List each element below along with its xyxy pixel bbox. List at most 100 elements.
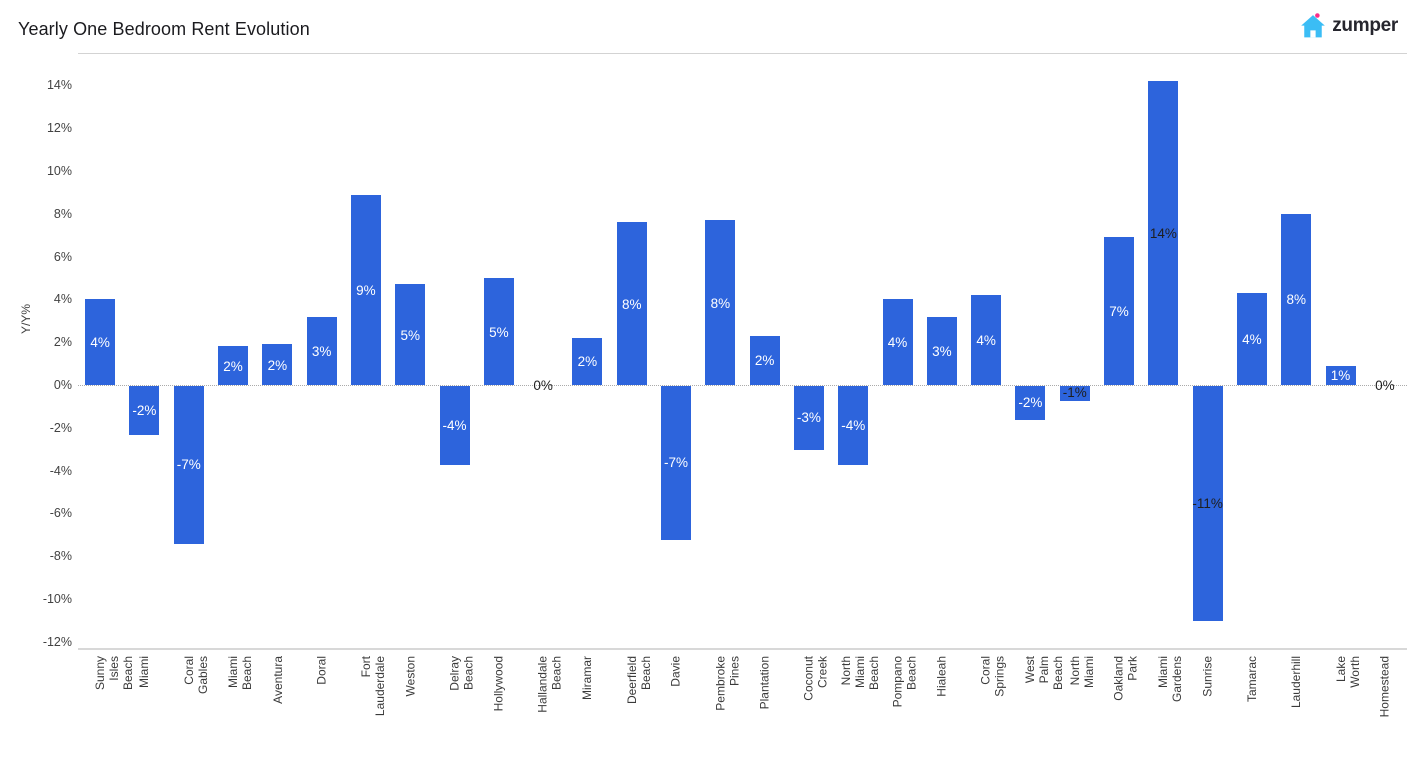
bar-doral[interactable] (306, 316, 337, 385)
bar-aventura[interactable] (262, 344, 293, 385)
x-axis-label-text: Plantation (757, 656, 772, 710)
bar-oakland-park[interactable] (1104, 237, 1135, 385)
bar-value-label: -7% (176, 457, 201, 473)
x-axis-label-text: Hollywood (491, 656, 506, 712)
x-axis-label-text: Doral (314, 656, 329, 685)
bar-tamarac[interactable] (1236, 292, 1267, 385)
bar-value-label: 5% (400, 327, 420, 343)
bar-miami[interactable] (129, 386, 160, 436)
bar-value-label: 7% (1109, 304, 1129, 320)
bar-hollywood[interactable] (483, 278, 514, 385)
y-axis-tick-label: 2% (53, 335, 72, 350)
bar-delray-beach[interactable] (439, 386, 470, 466)
bar-value-label: 2% (577, 354, 598, 370)
bar-fort-lauderdale[interactable] (350, 194, 381, 385)
bar-hialeah[interactable] (926, 316, 957, 385)
y-axis-tick-label: -2% (49, 420, 72, 435)
bar-value-label: 0% (1375, 378, 1395, 393)
bar-coral-gables[interactable] (173, 386, 204, 545)
bar-miami-gardens[interactable] (1148, 81, 1179, 385)
x-axis-label-text: Sunrise (1200, 656, 1215, 697)
house-icon (1299, 12, 1327, 40)
bar-value-label: 8% (1286, 292, 1306, 308)
bar-lauderhill[interactable] (1281, 213, 1312, 385)
bar-value-label: -7% (664, 455, 689, 471)
bar-value-label: -4% (841, 417, 866, 433)
bar-value-label: 3% (311, 343, 332, 359)
zumper-logo: zumper (1299, 12, 1398, 40)
x-axis-label-text: Deerfield Beach (624, 656, 653, 705)
x-axis-label-text: Weston (403, 656, 418, 697)
bar-sunrise[interactable] (1192, 386, 1223, 622)
bar-value-label: 9% (356, 282, 376, 298)
x-axis-label-text: North Miami (1067, 656, 1096, 688)
bar-value-label: 0% (533, 378, 553, 393)
x-axis-label-text: Coral Springs (979, 656, 1008, 697)
bar-value-label: 4% (1242, 331, 1262, 347)
x-axis-label-text: Tamarac (1244, 656, 1259, 703)
x-axis-line (78, 648, 1407, 650)
bar-pembroke-pines[interactable] (705, 220, 736, 385)
x-axis-label-text: Davie (669, 656, 684, 687)
header-divider (78, 53, 1407, 54)
bar-value-label: 8% (621, 296, 642, 312)
y-axis-tick-label: 12% (46, 121, 72, 136)
bar-value-label: 3% (932, 343, 952, 359)
y-axis-tick-label: -8% (49, 549, 72, 564)
x-axis-label-text: Lake Worth (1333, 656, 1362, 688)
x-axis-label-text: Coral Gables (181, 655, 210, 695)
x-axis-label-text: Homestead (1377, 656, 1392, 718)
y-axis-tick-label: -6% (49, 506, 72, 521)
bar-value-label: -4% (442, 417, 467, 433)
brand-name: zumper (1332, 15, 1398, 36)
bar-value-label: 2% (223, 358, 243, 374)
bar-value-label: 1% (1330, 368, 1351, 384)
x-axis-label-text: Miami (137, 656, 152, 688)
x-axis-label-text: Hallandale Beach (536, 656, 565, 713)
y-axis-tick-label: -10% (42, 592, 72, 606)
bar-pompano-beach[interactable] (882, 299, 913, 385)
y-axis-tick-label: -4% (49, 463, 72, 478)
bar-plantation[interactable] (749, 335, 780, 385)
x-axis-label-text: Lauderhill (1289, 656, 1304, 709)
bar-west-palm-beach[interactable] (1015, 386, 1046, 421)
y-axis-tick-label: 6% (53, 249, 72, 264)
bar-value-label: 14% (1149, 226, 1177, 242)
bar-north-miami[interactable] (1059, 386, 1090, 401)
bar-value-label: 4% (90, 335, 110, 351)
bar-value-label: -1% (1062, 385, 1087, 401)
bar-sunny-isles-beach[interactable] (85, 299, 116, 385)
y-axis-tick-label: 8% (53, 206, 72, 221)
bar-value-label: 4% (887, 335, 908, 351)
bar-weston[interactable] (395, 284, 426, 385)
bar-miami-beach[interactable] (218, 346, 249, 385)
y-axis-tick-label: 14% (46, 78, 72, 93)
x-axis-label-text: Coconut Creek (801, 656, 830, 701)
x-axis-label-text: West Palm Beach (1023, 656, 1066, 691)
x-axis-label-text: Fort Lauderdale (358, 656, 387, 717)
bar-lake-worth[interactable] (1325, 365, 1356, 385)
zero-gridline (78, 385, 1407, 386)
x-axis-label-text: Aventura (270, 656, 285, 704)
bar-deerfield-beach[interactable] (616, 222, 647, 385)
bar-north-miami-beach[interactable] (838, 386, 869, 466)
bar-value-label: 4% (976, 333, 996, 349)
bar-value-label: 2% (267, 357, 288, 373)
bar-coral-springs[interactable] (971, 295, 1002, 385)
bar-coconut-creek[interactable] (793, 386, 824, 451)
bar-miramar[interactable] (572, 337, 603, 385)
y-axis-tick-label: 0% (53, 378, 72, 392)
x-axis-label-text: Miami Beach (226, 655, 255, 691)
bar-value-label: -3% (796, 410, 821, 426)
x-axis-label-text: Hialeah (934, 656, 949, 697)
page-title: Yearly One Bedroom Rent Evolution (18, 19, 310, 39)
bar-value-label: -2% (1018, 395, 1043, 411)
x-axis-label-text: Sunny Isles Beach (93, 656, 136, 691)
bar-davie[interactable] (661, 386, 692, 541)
x-axis-label-text: Miramar (580, 656, 595, 700)
x-axis-label-text: Oakland Park (1112, 656, 1141, 701)
x-axis-label-text: North Miami Beach (839, 656, 882, 691)
bar-value-label: -11% (1192, 495, 1223, 511)
x-axis-label-text: Delray Beach (447, 656, 476, 691)
